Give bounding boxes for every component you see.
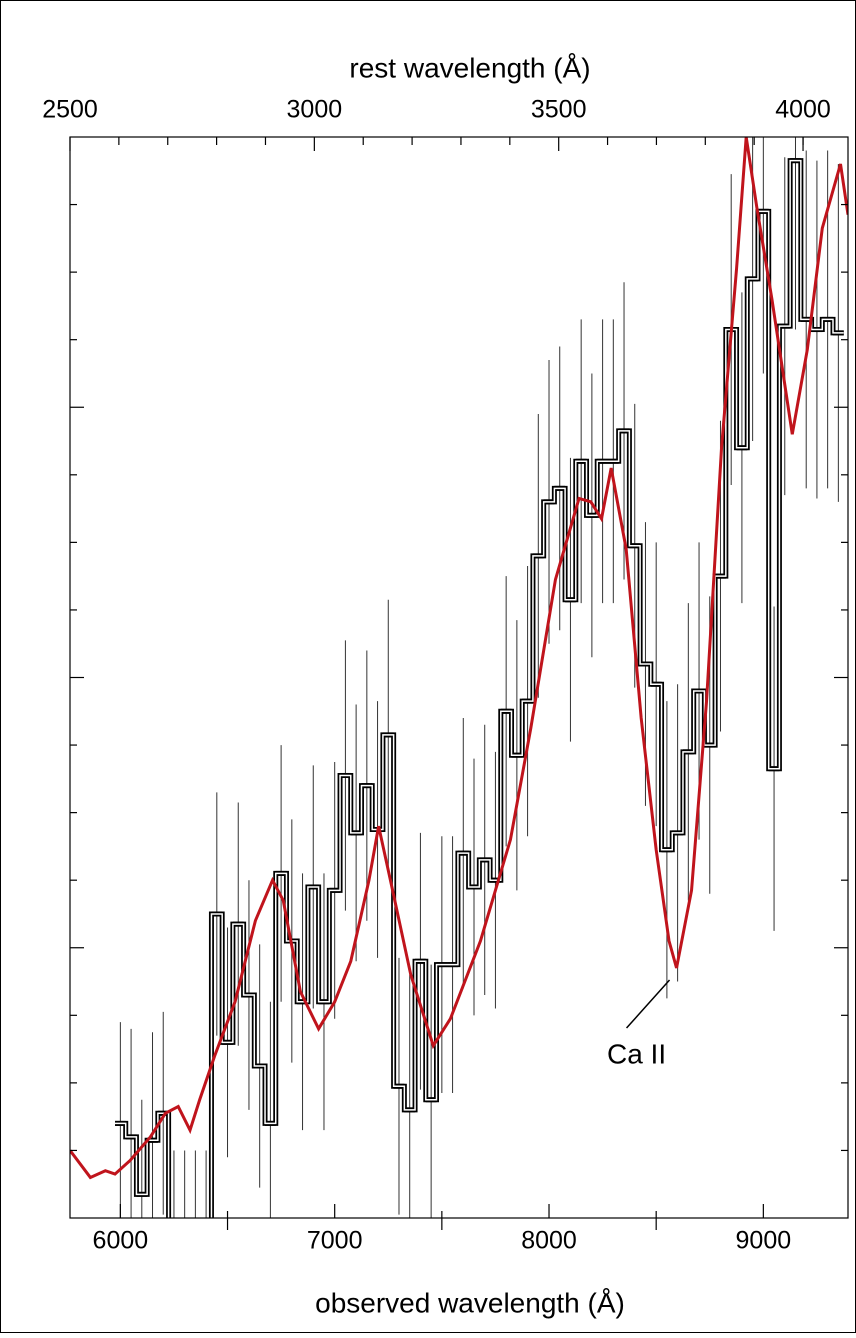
x2-tick-label: 3000 — [287, 96, 343, 124]
x-tick-label: 8000 — [521, 1227, 577, 1255]
x-axis-title: observed wavelength (Å) — [315, 1287, 625, 1318]
plot-area — [70, 137, 848, 1218]
x2-tick-label: 3500 — [531, 96, 587, 124]
x-tick-label: 9000 — [736, 1227, 792, 1255]
plot-border — [69, 136, 849, 1219]
x2-tick-label: 2500 — [42, 96, 98, 124]
x2-axis-title: rest wavelength (Å) — [349, 52, 590, 83]
histogram-inner — [115, 159, 844, 1218]
x-tick-label: 6000 — [93, 1227, 149, 1255]
x2-tick-label: 4000 — [775, 96, 831, 124]
model-line — [70, 137, 848, 1180]
x-tick-label: 7000 — [307, 1227, 363, 1255]
annotation-leader — [625, 979, 671, 1029]
annotation-text: Ca II — [607, 1038, 666, 1069]
